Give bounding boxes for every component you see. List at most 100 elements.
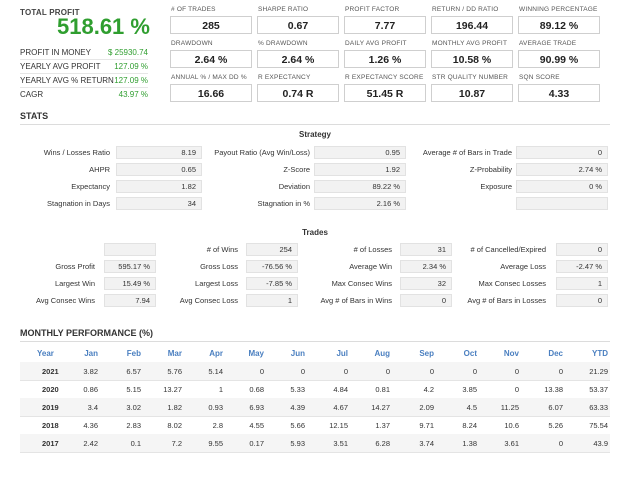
- month-value-cell: 14.27: [371, 403, 390, 412]
- month-value-cell: 3.4: [87, 403, 98, 412]
- metric-label: DAILY AVG PROFIT: [345, 40, 407, 47]
- month-value-cell: 5.26: [548, 421, 563, 430]
- month-value-cell: 3.51: [333, 439, 348, 448]
- summary-value: 127.09 %: [114, 76, 148, 85]
- monthly-column-header: Nov: [503, 349, 519, 358]
- month-value-cell: 10.6: [504, 421, 519, 430]
- metric-value: 7.77: [344, 16, 426, 34]
- summary-row: YEARLY AVG PROFIT 127.09 %: [20, 61, 148, 74]
- metric-sharpe: SHARPE RATIO 0.67: [257, 6, 339, 37]
- metric-value: 285: [170, 16, 252, 34]
- month-value-cell: 7.2: [171, 439, 182, 448]
- trades-stat-label: # of Cancelled/Expired: [470, 245, 546, 254]
- strategy-stat-value: 89.22 %: [314, 180, 406, 193]
- metric-label: R EXPECTANCY: [258, 74, 311, 81]
- summary-value: 43.97 %: [118, 90, 148, 99]
- summary-label: PROFIT IN MONEY: [20, 48, 91, 57]
- month-value-cell: 8.02: [167, 421, 182, 430]
- metric-label: R EXPECTANCY SCORE: [345, 74, 424, 81]
- strategy-stat-value: 0.95: [314, 146, 406, 159]
- strategy-stat-label: Average # of Bars in Trade: [422, 148, 512, 157]
- metric-label: ANNUAL % / MAX DD %: [171, 74, 247, 81]
- month-value-cell: 13.27: [163, 385, 182, 394]
- month-value-cell: 21.29: [589, 367, 608, 376]
- trades-stat-value: 1: [246, 294, 298, 307]
- month-value-cell: 5.15: [126, 385, 141, 394]
- month-value-cell: 5.14: [208, 367, 223, 376]
- trades-stat-label: Largest Loss: [195, 279, 238, 288]
- month-value-cell: 4.5: [466, 403, 477, 412]
- metric-value: 0.67: [257, 16, 339, 34]
- strategy-stat-value: [516, 197, 608, 210]
- month-value-cell: 3.61: [504, 439, 519, 448]
- month-value-cell: 75.54: [589, 421, 608, 430]
- month-value-cell: 5.76: [167, 367, 182, 376]
- month-value-cell: 2.8: [212, 421, 223, 430]
- summary-row: YEARLY AVG % RETURN 127.09 %: [20, 75, 148, 88]
- year-cell: 2020: [42, 385, 59, 394]
- strategy-stat-label: Deviation: [278, 182, 310, 191]
- stats-title: STATS: [20, 111, 49, 121]
- strategy-title: Strategy: [298, 130, 331, 139]
- month-value-cell: 0: [558, 439, 563, 448]
- year-cell: 2021: [42, 367, 59, 376]
- metric-value: 10.58 %: [431, 50, 513, 68]
- trades-stat-label: Avg Consec Loss: [179, 296, 238, 305]
- trades-stat-label: Gross Profit: [55, 262, 95, 271]
- metric-label: PROFIT FACTOR: [345, 6, 400, 13]
- year-cell: 2017: [42, 439, 59, 448]
- month-value-cell: 0: [558, 367, 563, 376]
- summary-label: YEARLY AVG PROFIT: [20, 62, 101, 71]
- month-value-cell: 63.33: [589, 403, 608, 412]
- month-value-cell: 3.74: [419, 439, 434, 448]
- metric-value: 90.99 %: [518, 50, 600, 68]
- month-value-cell: 53.37: [589, 385, 608, 394]
- month-value-cell: 0.1: [130, 439, 141, 448]
- metric-daily-avg: DAILY AVG PROFIT 1.26 %: [344, 40, 426, 71]
- metric-trades: # OF TRADES 285: [170, 6, 252, 37]
- year-cell: 2019: [42, 403, 59, 412]
- month-value-cell: 0: [514, 385, 519, 394]
- trades-stat-value: 32: [400, 277, 452, 290]
- monthly-column-header: May: [248, 349, 264, 358]
- month-value-cell: 43.9: [593, 439, 608, 448]
- metric-label: SHARPE RATIO: [258, 6, 309, 13]
- month-value-cell: 2.09: [419, 403, 434, 412]
- trades-stat-value: -76.56 %: [246, 260, 298, 273]
- month-value-cell: 5.93: [290, 439, 305, 448]
- metric-label: SQN SCORE: [519, 74, 560, 81]
- trades-stat-value: 595.17 %: [104, 260, 156, 273]
- trades-stat-value: 0: [556, 243, 608, 256]
- monthly-column-header: Jul: [336, 349, 348, 358]
- metric-value: 4.33: [518, 84, 600, 102]
- metric-value: 196.44: [431, 16, 513, 34]
- trades-stat-value: 15.49 %: [104, 277, 156, 290]
- trades-stat-value: -7.85 %: [246, 277, 298, 290]
- monthly-column-header: Jan: [84, 349, 98, 358]
- table-row: 2019 3.4 3.02 1.82 0.93 6.93 4.39 4.67 14.27 2.09…: [20, 398, 610, 417]
- trades-stat-label: Avg Consec Wins: [35, 296, 95, 305]
- trades-stat-label: Max Consec Losses: [478, 279, 546, 288]
- strategy-stat-value: 34: [116, 197, 202, 210]
- table-row: 2021 3.82 6.57 5.76 5.14 0 0 0 0 0 0 0 0 21.29: [20, 362, 610, 381]
- monthly-column-header: Oct: [463, 349, 477, 358]
- monthly-column-header: Sep: [419, 349, 434, 358]
- trades-stat-label: Average Win: [349, 262, 392, 271]
- trades-stat-value: 254: [246, 243, 298, 256]
- metric-r-expectancy: R EXPECTANCY 0.74 R: [257, 74, 339, 105]
- month-value-cell: 0: [385, 367, 390, 376]
- metric-label: % DRAWDOWN: [258, 40, 308, 47]
- month-value-cell: 4.84: [333, 385, 348, 394]
- month-value-cell: 0.81: [375, 385, 390, 394]
- month-value-cell: 3.85: [462, 385, 477, 394]
- metric-drawdown: DRAWDOWN 2.64 %: [170, 40, 252, 71]
- month-value-cell: 0: [472, 367, 477, 376]
- month-value-cell: 13.38: [544, 385, 563, 394]
- metric-monthly-avg: MONTHLY AVG PROFIT 10.58 %: [431, 40, 513, 71]
- divider: [20, 341, 610, 342]
- metric-value: 51.45 R: [344, 84, 426, 102]
- strategy-stat-value: 0: [516, 146, 608, 159]
- month-value-cell: 4.55: [249, 421, 264, 430]
- metric-profit-factor: PROFIT FACTOR 7.77: [344, 6, 426, 37]
- metric-label: RETURN / DD RATIO: [432, 6, 499, 13]
